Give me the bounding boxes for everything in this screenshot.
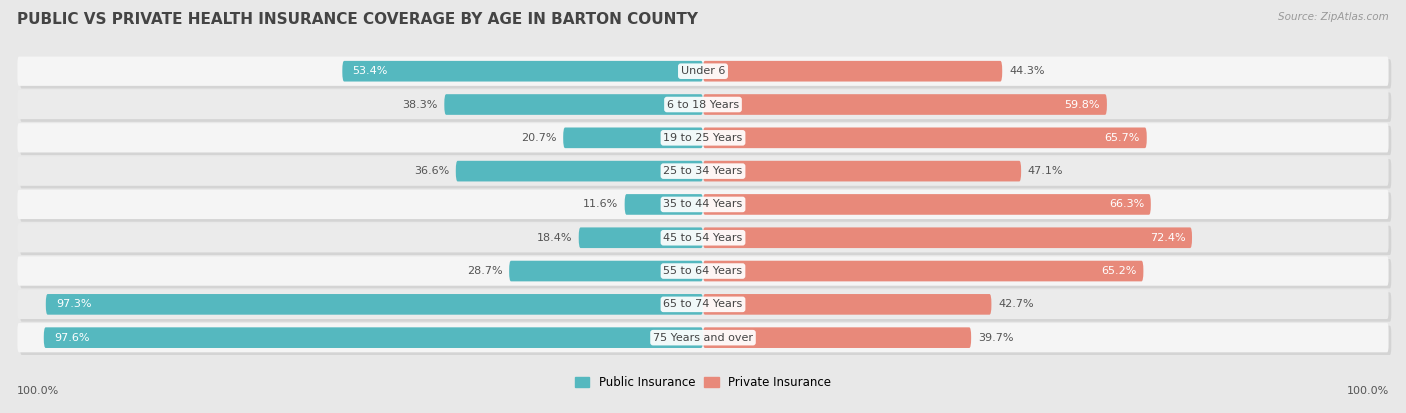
FancyBboxPatch shape (703, 128, 1147, 148)
FancyBboxPatch shape (44, 328, 703, 348)
Text: 72.4%: 72.4% (1150, 233, 1185, 243)
FancyBboxPatch shape (444, 94, 703, 115)
FancyBboxPatch shape (17, 123, 1389, 152)
FancyBboxPatch shape (17, 223, 1389, 252)
FancyBboxPatch shape (703, 261, 1143, 281)
FancyBboxPatch shape (17, 290, 1389, 319)
Text: 19 to 25 Years: 19 to 25 Years (664, 133, 742, 143)
Text: 75 Years and over: 75 Years and over (652, 332, 754, 343)
FancyBboxPatch shape (20, 93, 1392, 122)
FancyBboxPatch shape (703, 328, 972, 348)
Text: 6 to 18 Years: 6 to 18 Years (666, 100, 740, 109)
FancyBboxPatch shape (703, 194, 1152, 215)
FancyBboxPatch shape (579, 228, 703, 248)
Text: 65.2%: 65.2% (1101, 266, 1136, 276)
Text: PUBLIC VS PRIVATE HEALTH INSURANCE COVERAGE BY AGE IN BARTON COUNTY: PUBLIC VS PRIVATE HEALTH INSURANCE COVER… (17, 12, 697, 27)
FancyBboxPatch shape (703, 228, 1192, 248)
Text: 28.7%: 28.7% (467, 266, 502, 276)
FancyBboxPatch shape (17, 256, 1389, 286)
FancyBboxPatch shape (17, 157, 1389, 186)
Text: 100.0%: 100.0% (1347, 387, 1389, 396)
Text: 35 to 44 Years: 35 to 44 Years (664, 199, 742, 209)
FancyBboxPatch shape (20, 192, 1392, 222)
FancyBboxPatch shape (20, 59, 1392, 88)
Text: 42.7%: 42.7% (998, 299, 1033, 309)
Text: 44.3%: 44.3% (1010, 66, 1045, 76)
Text: 20.7%: 20.7% (522, 133, 557, 143)
Text: 66.3%: 66.3% (1109, 199, 1144, 209)
FancyBboxPatch shape (20, 126, 1392, 155)
Text: 25 to 34 Years: 25 to 34 Years (664, 166, 742, 176)
FancyBboxPatch shape (703, 94, 1107, 115)
Text: 59.8%: 59.8% (1064, 100, 1099, 109)
FancyBboxPatch shape (20, 226, 1392, 255)
Text: 97.6%: 97.6% (53, 332, 90, 343)
Text: Source: ZipAtlas.com: Source: ZipAtlas.com (1278, 12, 1389, 22)
Text: 65.7%: 65.7% (1105, 133, 1140, 143)
FancyBboxPatch shape (456, 161, 703, 181)
Text: 55 to 64 Years: 55 to 64 Years (664, 266, 742, 276)
FancyBboxPatch shape (509, 261, 703, 281)
FancyBboxPatch shape (564, 128, 703, 148)
Legend: Public Insurance, Private Insurance: Public Insurance, Private Insurance (571, 371, 835, 394)
FancyBboxPatch shape (46, 294, 703, 315)
Text: 100.0%: 100.0% (17, 387, 59, 396)
Text: 97.3%: 97.3% (56, 299, 91, 309)
FancyBboxPatch shape (703, 161, 1021, 181)
Text: 38.3%: 38.3% (402, 100, 437, 109)
Text: 47.1%: 47.1% (1028, 166, 1063, 176)
Text: 36.6%: 36.6% (413, 166, 449, 176)
FancyBboxPatch shape (703, 294, 991, 315)
FancyBboxPatch shape (342, 61, 703, 81)
Text: 39.7%: 39.7% (979, 332, 1014, 343)
FancyBboxPatch shape (17, 57, 1389, 86)
FancyBboxPatch shape (20, 292, 1392, 322)
Text: 53.4%: 53.4% (353, 66, 388, 76)
FancyBboxPatch shape (20, 159, 1392, 188)
FancyBboxPatch shape (624, 194, 703, 215)
Text: 65 to 74 Years: 65 to 74 Years (664, 299, 742, 309)
FancyBboxPatch shape (703, 61, 1002, 81)
FancyBboxPatch shape (17, 190, 1389, 219)
FancyBboxPatch shape (20, 326, 1392, 355)
Text: 11.6%: 11.6% (582, 199, 617, 209)
Text: Under 6: Under 6 (681, 66, 725, 76)
Text: 18.4%: 18.4% (537, 233, 572, 243)
FancyBboxPatch shape (17, 323, 1389, 352)
FancyBboxPatch shape (17, 90, 1389, 119)
FancyBboxPatch shape (20, 259, 1392, 288)
Text: 45 to 54 Years: 45 to 54 Years (664, 233, 742, 243)
